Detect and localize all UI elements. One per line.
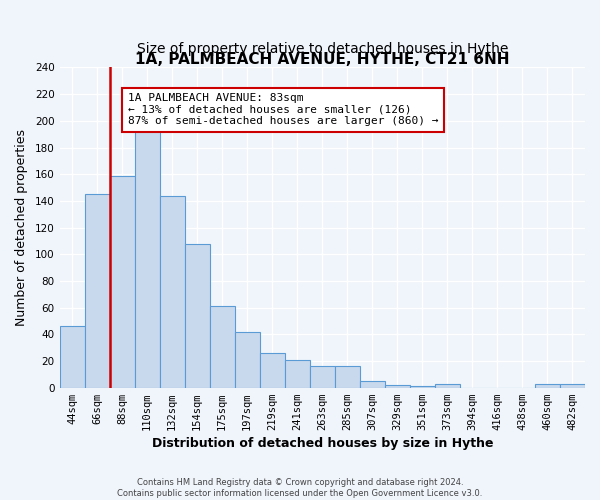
Bar bbox=[160, 196, 185, 388]
Bar bbox=[134, 120, 160, 388]
Bar bbox=[385, 385, 410, 388]
Bar bbox=[185, 244, 209, 388]
Bar bbox=[235, 332, 260, 388]
Bar bbox=[535, 384, 560, 388]
Bar bbox=[85, 194, 110, 388]
Text: Size of property relative to detached houses in Hythe: Size of property relative to detached ho… bbox=[137, 42, 508, 56]
X-axis label: Distribution of detached houses by size in Hythe: Distribution of detached houses by size … bbox=[152, 437, 493, 450]
Bar bbox=[560, 384, 585, 388]
Text: Contains HM Land Registry data © Crown copyright and database right 2024.
Contai: Contains HM Land Registry data © Crown c… bbox=[118, 478, 482, 498]
Bar bbox=[410, 386, 435, 388]
Y-axis label: Number of detached properties: Number of detached properties bbox=[15, 129, 28, 326]
Bar bbox=[360, 381, 385, 388]
Title: 1A, PALMBEACH AVENUE, HYTHE, CT21 6NH: 1A, PALMBEACH AVENUE, HYTHE, CT21 6NH bbox=[135, 52, 509, 68]
Bar bbox=[110, 176, 134, 388]
Bar bbox=[260, 353, 285, 388]
Bar bbox=[435, 384, 460, 388]
Bar bbox=[310, 366, 335, 388]
Bar bbox=[335, 366, 360, 388]
Text: 1A PALMBEACH AVENUE: 83sqm
← 13% of detached houses are smaller (126)
87% of sem: 1A PALMBEACH AVENUE: 83sqm ← 13% of deta… bbox=[128, 93, 439, 126]
Bar bbox=[209, 306, 235, 388]
Bar bbox=[59, 326, 85, 388]
Bar bbox=[285, 360, 310, 388]
